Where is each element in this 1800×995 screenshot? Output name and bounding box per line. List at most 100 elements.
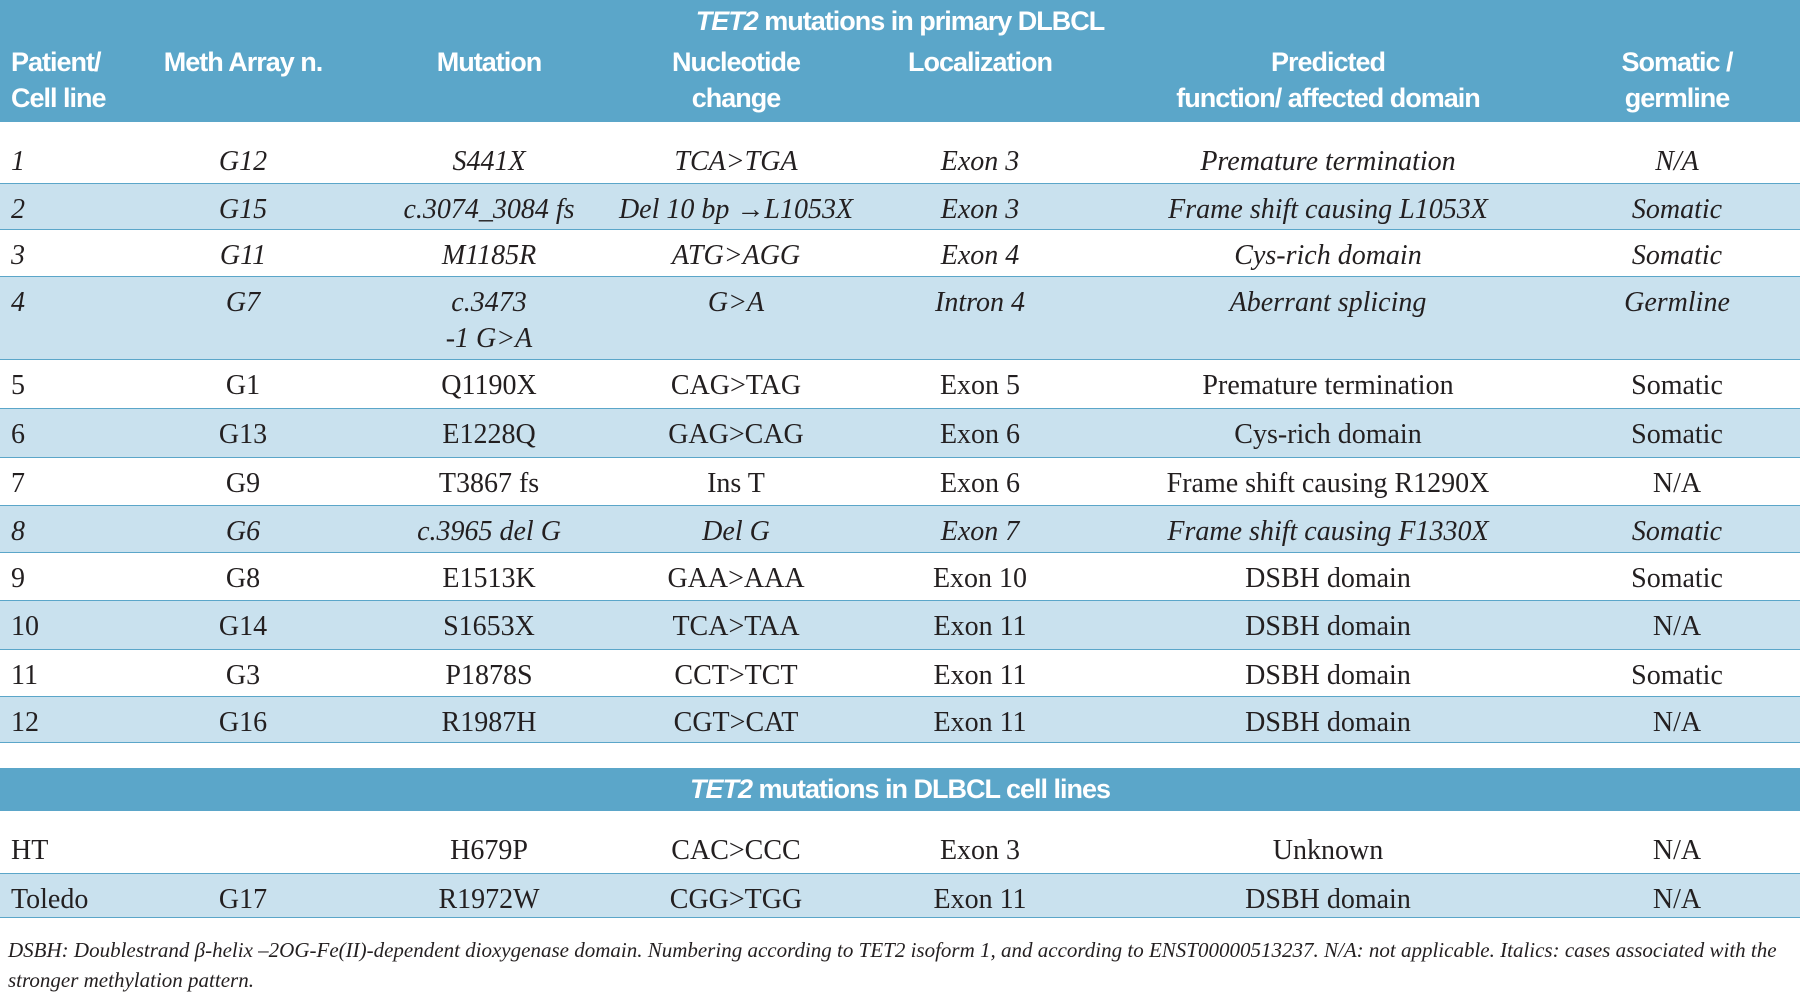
- cell-predicted-function: DSBH domain: [1245, 707, 1411, 738]
- cell-mutation: S1653X: [443, 611, 535, 642]
- cell-predicted-function: DSBH domain: [1245, 563, 1411, 594]
- table-row: 4 G7 c.3473 -1 G>A G>A Intron 4 Aberrant spli…: [0, 277, 1800, 360]
- cell-nucleotide-change: GAA>AAA: [667, 563, 805, 594]
- table-row: HT H679P CAC>CCC Exon 3 Unknown N/A: [0, 811, 1800, 874]
- cell-meth-array: G9: [225, 468, 261, 499]
- cell-patient: 8: [11, 516, 25, 547]
- cell-localization: Exon 11: [933, 707, 1027, 738]
- cell-predicted-function: Premature termination: [1202, 370, 1454, 401]
- table-row: 7 G9 T3867 fs Ins T Exon 6 Frame shift causin…: [0, 458, 1800, 506]
- cell-patient: 10: [11, 611, 39, 642]
- cell-localization: Exon 11: [933, 884, 1027, 915]
- cell-nucleotide-change: TCA>TAA: [672, 611, 800, 642]
- cell-patient: 7: [11, 468, 25, 499]
- cell-patient: 3: [11, 240, 25, 271]
- table-row: 2 G15 c.3074_3084 fs Del 10 bp →L1053X Exon …: [0, 184, 1800, 230]
- cell-meth-array: G6: [225, 516, 261, 547]
- cell-meth-array: G13: [218, 419, 268, 450]
- section-gene: TET2: [689, 774, 753, 804]
- cell-predicted-function: Unknown: [1272, 835, 1384, 866]
- cell-meth-array: G11: [219, 240, 267, 271]
- cell-patient: Toledo: [11, 884, 89, 915]
- cell-localization: Exon 6: [939, 419, 1021, 450]
- cell-somatic-germline: Somatic: [1631, 660, 1723, 691]
- cell-nucleotide-change: CAC>CCC: [671, 835, 801, 866]
- column-header-patient: Patient/ Cell line: [11, 47, 107, 113]
- cell-meth-array: G16: [218, 707, 268, 738]
- cell-patient: 5: [11, 370, 25, 401]
- cell-predicted-function: DSBH domain: [1245, 660, 1411, 691]
- cell-somatic-germline: Somatic: [1631, 370, 1723, 401]
- cell-predicted-function: Cys-rich domain: [1234, 240, 1422, 271]
- cell-localization: Exon 7: [940, 516, 1020, 547]
- cell-somatic-germline: Germline: [1624, 287, 1730, 318]
- column-header-meth-array: Meth Array n.: [163, 47, 324, 77]
- title-gene: TET2: [695, 6, 759, 36]
- table-row: Toledo G17 R1972W CGG>TGG Exon 11 DSBH domain…: [0, 874, 1800, 918]
- cell-predicted-function: Frame shift causing L1053X: [1168, 194, 1488, 225]
- cell-localization: Exon 6: [939, 468, 1021, 499]
- cell-predicted-function: Cys-rich domain: [1234, 419, 1422, 450]
- cell-meth-array: G3: [225, 660, 261, 691]
- cell-somatic-germline: N/A: [1652, 611, 1702, 642]
- cell-nucleotide-change: CGG>TGG: [669, 884, 803, 915]
- cell-meth-array: G8: [225, 563, 261, 594]
- section-header-cell-lines: TET2 mutations in DLBCL cell lines: [0, 768, 1800, 811]
- cell-mutation: M1185R: [441, 240, 537, 271]
- cell-localization: Exon 5: [939, 370, 1021, 401]
- table-title: TET2 mutations in primary DLBCL: [0, 6, 1800, 37]
- cell-localization: Exon 11: [933, 611, 1027, 642]
- cell-somatic-germline: N/A: [1655, 146, 1699, 177]
- cell-localization: Exon 10: [932, 563, 1028, 594]
- cell-somatic-germline: Somatic: [1631, 419, 1723, 450]
- title-text: mutations in primary DLBCL: [757, 6, 1105, 36]
- cell-predicted-function: Premature termination: [1200, 146, 1456, 177]
- table-header: TET2 mutations in primary DLBCL Patient/…: [0, 0, 1800, 122]
- cell-nucleotide-change: CAG>TAG: [670, 370, 802, 401]
- table-row: 12 G16 R1987H CGT>CAT Exon 11 DSBH domain N/A: [0, 697, 1800, 743]
- cell-mutation: Q1190X: [441, 370, 537, 401]
- cell-localization: Exon 11: [933, 660, 1027, 691]
- cell-somatic-germline: N/A: [1652, 835, 1702, 866]
- cell-mutation: R1987H: [441, 707, 537, 738]
- cell-mutation: c.3473 -1 G>A: [445, 287, 533, 354]
- table-row: 6 G13 E1228Q GAG>CAG Exon 6 Cys-rich domain So…: [0, 409, 1800, 458]
- cell-localization: Exon 3: [940, 146, 1020, 177]
- table-row: 5 G1 Q1190X CAG>TAG Exon 5 Premature terminat…: [0, 360, 1800, 409]
- cell-nucleotide-change: Ins T: [707, 468, 765, 499]
- cell-mutation: c.3074_3084 fs: [403, 194, 575, 225]
- cell-somatic-germline: N/A: [1652, 707, 1702, 738]
- cell-patient: 2: [11, 194, 25, 225]
- cell-mutation: H679P: [450, 835, 528, 866]
- footnote: DSBH: Doublestrand β-helix –2OG-Fe(II)-d…: [8, 938, 1777, 992]
- table-row: 10 G14 S1653X TCA>TAA Exon 11 DSBH domain N/A: [0, 601, 1800, 650]
- cell-mutation: E1228Q: [442, 419, 536, 450]
- cell-somatic-germline: Somatic: [1631, 194, 1723, 225]
- table-row: 11 G3 P1878S CCT>TCT Exon 11 DSBH domain Somat…: [0, 650, 1800, 697]
- cell-nucleotide-change: Del 10 bp →L1053X: [618, 194, 854, 225]
- cell-meth-array: G14: [218, 611, 268, 642]
- cell-patient: 11: [11, 660, 38, 691]
- table-row: 8 G6 c.3965 del G Del G Exon 7 Frame shift ca…: [0, 506, 1800, 553]
- cell-nucleotide-change: Del G: [702, 516, 770, 547]
- cell-patient: HT: [11, 835, 49, 866]
- table-row: 3 G11 M1185R ATG>AGG Exon 4 Cys-rich domain So…: [0, 230, 1800, 277]
- cell-somatic-germline: Somatic: [1631, 240, 1723, 271]
- cell-somatic-germline: Somatic: [1631, 563, 1723, 594]
- cell-nucleotide-change: G>A: [707, 287, 765, 318]
- column-header-predicted-function: Predicted function/ affected domain: [1176, 47, 1481, 113]
- cell-meth-array: G1: [225, 370, 261, 401]
- cell-meth-array: G7: [225, 287, 261, 318]
- cell-localization: Exon 3: [939, 835, 1021, 866]
- cell-mutation: P1878S: [445, 660, 533, 691]
- cell-localization: Intron 4: [935, 287, 1025, 318]
- cell-nucleotide-change: CCT>TCT: [674, 660, 798, 691]
- cell-patient: 1: [11, 146, 25, 177]
- section-title: mutations in DLBCL cell lines: [751, 774, 1111, 804]
- cell-somatic-germline: N/A: [1652, 884, 1702, 915]
- cell-patient: 4: [11, 287, 25, 318]
- cell-patient: 6: [11, 419, 25, 450]
- cell-somatic-germline: Somatic: [1631, 516, 1723, 547]
- cell-nucleotide-change: CGT>CAT: [673, 707, 799, 738]
- cell-mutation: T3867 fs: [438, 468, 540, 499]
